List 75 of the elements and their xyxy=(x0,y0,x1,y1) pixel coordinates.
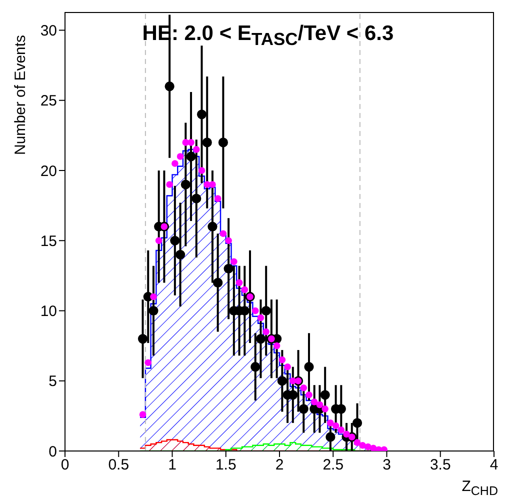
point xyxy=(224,264,234,274)
point xyxy=(172,160,178,167)
point xyxy=(202,138,212,148)
point xyxy=(186,152,196,162)
point xyxy=(236,279,243,286)
x-tick-label: 1 xyxy=(168,456,176,474)
y-tick-label: 30 xyxy=(40,22,57,40)
point xyxy=(175,250,186,260)
point xyxy=(176,153,184,160)
x-tick-label: 0.5 xyxy=(108,456,130,474)
y-tick-label: 20 xyxy=(40,162,57,180)
point xyxy=(213,278,223,288)
point xyxy=(256,334,266,344)
point xyxy=(298,404,308,414)
y-axis-title: Number of Events xyxy=(12,34,29,155)
point xyxy=(218,138,228,148)
point xyxy=(230,258,238,266)
point xyxy=(338,426,345,434)
x-tick-label: 2 xyxy=(275,456,284,474)
point xyxy=(252,307,259,314)
point xyxy=(316,401,324,408)
point xyxy=(261,306,271,316)
point xyxy=(343,430,350,438)
point xyxy=(148,306,158,316)
point xyxy=(310,398,318,406)
y-tick-label: 0 xyxy=(48,443,57,460)
point xyxy=(144,359,152,366)
point xyxy=(250,362,260,372)
point xyxy=(284,363,291,370)
point xyxy=(188,139,194,146)
x-tick-label: 4 xyxy=(490,456,498,474)
y-tick-label: 25 xyxy=(40,92,57,110)
x-axis-title: Z$_{CHD}$ xyxy=(462,478,498,498)
y-tick-label: 10 xyxy=(40,303,57,320)
x-tick-label: 1.5 xyxy=(215,456,236,474)
point xyxy=(155,237,162,244)
point xyxy=(273,342,280,350)
point xyxy=(196,110,207,120)
y-tick-label: 5 xyxy=(48,373,57,390)
point xyxy=(241,286,248,294)
point xyxy=(138,334,148,344)
point xyxy=(277,376,287,386)
point xyxy=(170,236,180,246)
point xyxy=(262,328,270,336)
point xyxy=(380,446,388,451)
point xyxy=(320,390,330,400)
x-tick-label: 3.5 xyxy=(430,456,451,474)
point xyxy=(198,167,206,174)
point xyxy=(332,422,340,430)
point xyxy=(326,432,336,442)
point xyxy=(300,384,308,392)
point xyxy=(192,194,202,204)
point xyxy=(214,195,222,202)
point xyxy=(352,418,362,428)
point xyxy=(322,406,328,412)
y-tick-label: 15 xyxy=(40,232,57,250)
point xyxy=(354,439,361,446)
point xyxy=(327,420,334,426)
point xyxy=(192,146,200,153)
point xyxy=(166,181,173,188)
point xyxy=(220,230,227,238)
point xyxy=(139,411,146,418)
point xyxy=(180,180,190,190)
point xyxy=(257,314,264,322)
point xyxy=(164,82,174,92)
point xyxy=(150,293,157,300)
point xyxy=(208,222,218,232)
point xyxy=(306,392,312,398)
point xyxy=(304,362,314,372)
x-tick-label: 3 xyxy=(382,456,391,474)
x-tick-label: 2.5 xyxy=(322,456,344,474)
point xyxy=(278,356,286,364)
point xyxy=(225,237,232,244)
x-tick-label: 0 xyxy=(60,456,70,474)
point xyxy=(209,181,216,188)
